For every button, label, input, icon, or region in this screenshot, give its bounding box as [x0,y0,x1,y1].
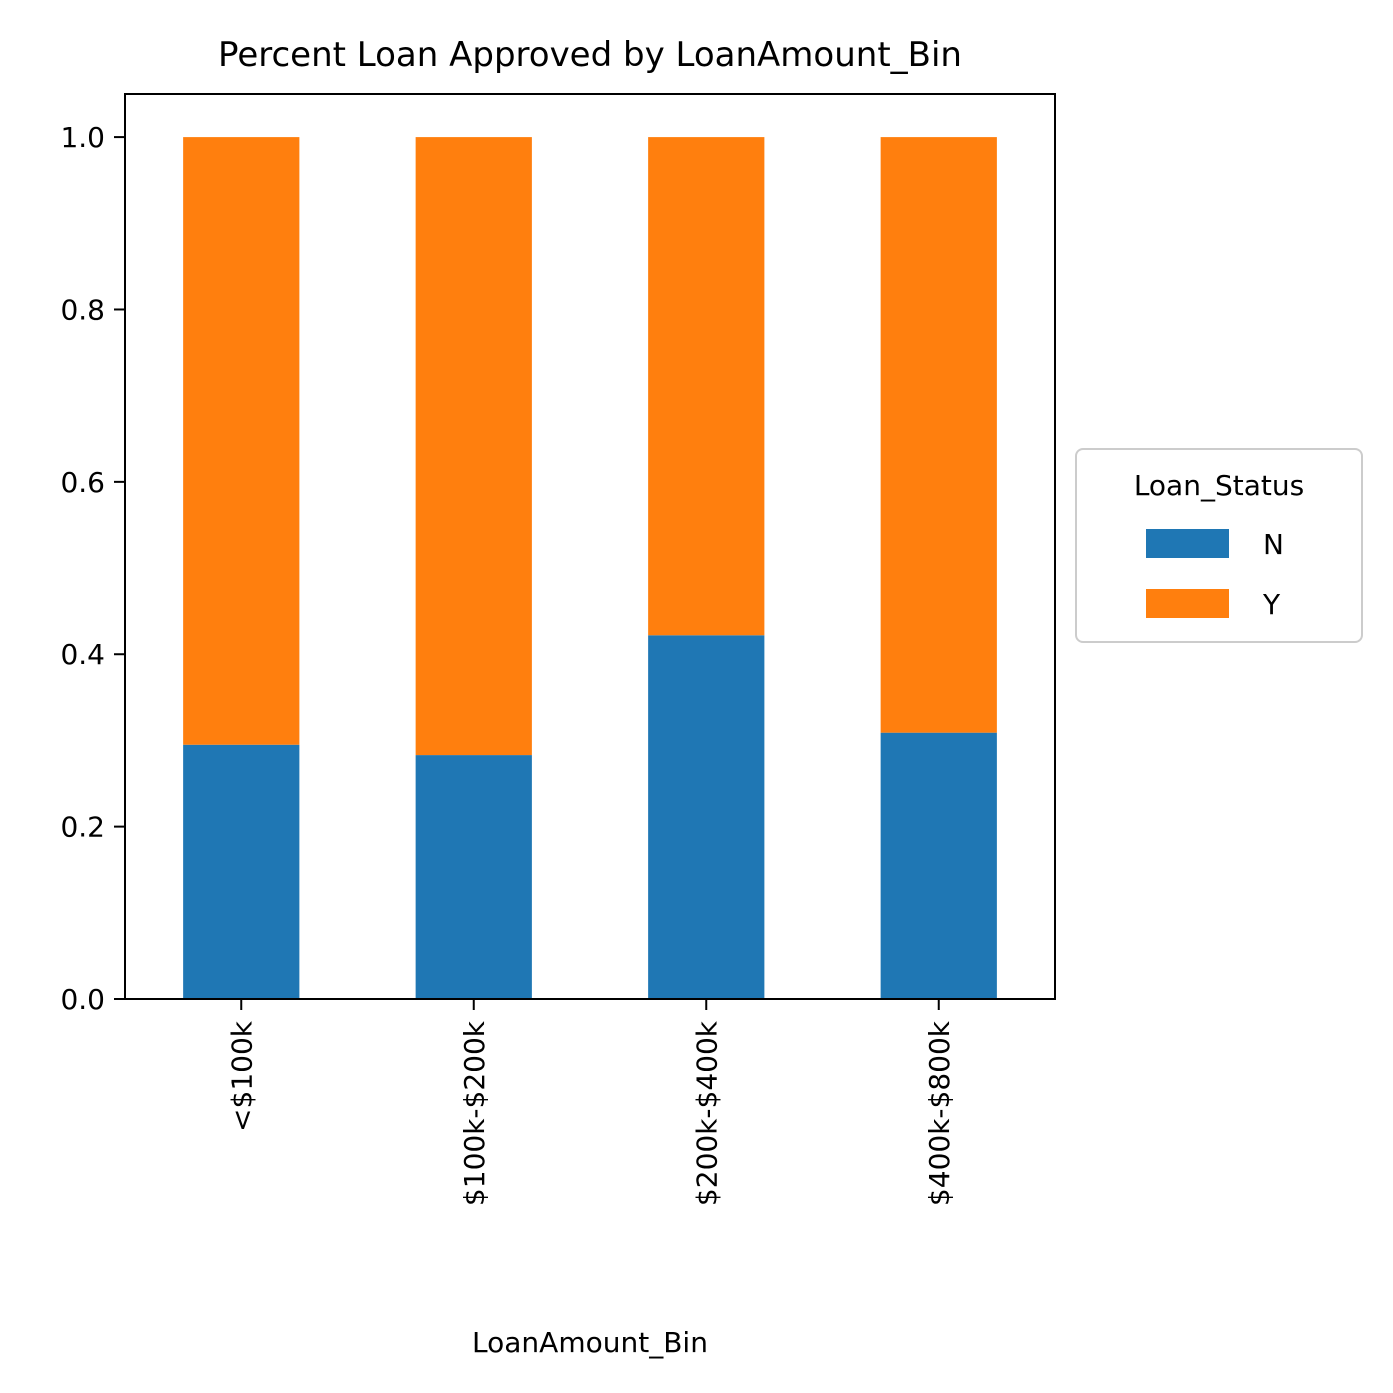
bar-y-4 [880,137,997,733]
bar-n-4 [880,732,997,999]
legend-items: NY [1146,528,1284,621]
legend-swatch-n [1146,529,1229,558]
x-axis: <$100k $100k-$200k $200k-$400k $400k-$800k [225,999,956,1206]
bar-y-1 [183,137,300,745]
x-tick-label: $100k-$200k [458,1020,491,1206]
legend-label-y: Y [1262,588,1281,621]
bar-n-2 [415,755,532,999]
y-tick-label: 0.4 [60,638,105,671]
legend-swatch-y [1146,589,1229,618]
plot-frame [124,93,1056,1000]
y-tick-label: 0.8 [60,293,105,326]
legend-title: Loan_Status [1134,469,1304,502]
bars-group [183,137,997,999]
y-tick-label: 0.0 [60,983,105,1016]
bar-y-3 [648,137,765,636]
y-tick-label: 0.2 [60,811,105,844]
y-tick-label: 0.6 [60,466,105,499]
x-axis-label: LoanAmount_Bin [472,1326,708,1359]
x-tick-label: <$100k [225,1020,258,1132]
legend: Loan_Status NY [1075,448,1363,643]
bar-n-3 [648,635,765,999]
bar-y-2 [415,137,532,756]
y-axis: 0.0 0.2 0.4 0.6 0.8 1.0 [60,121,125,1016]
x-tick-label: $200k-$400k [690,1020,723,1206]
chart-title: Percent Loan Approved by LoanAmount_Bin [218,35,962,75]
x-tick-label: $400k-$800k [923,1020,956,1206]
legend-label-n: N [1263,528,1284,561]
y-tick-label: 1.0 [60,121,105,154]
bar-n-1 [183,744,300,999]
